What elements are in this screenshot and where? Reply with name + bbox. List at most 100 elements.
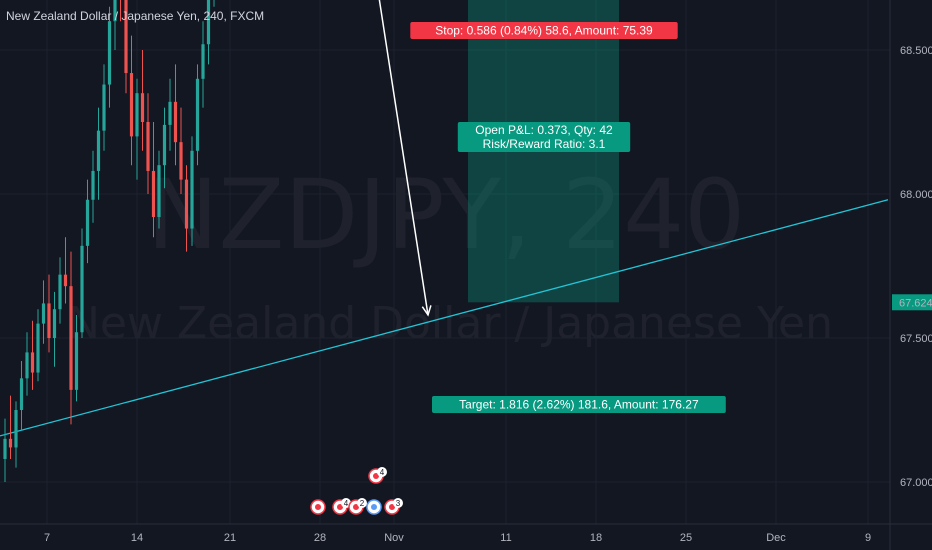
candle [135, 78, 139, 180]
candle [69, 251, 73, 425]
candle-body [173, 101, 178, 143]
candles [3, 0, 215, 482]
stop-label-bg [410, 22, 678, 39]
candle [52, 291, 57, 367]
candle-body [190, 150, 194, 229]
event-marker[interactable]: 4 [368, 467, 387, 484]
candle-body [124, 0, 128, 74]
event-badge [377, 467, 387, 477]
candle [201, 21, 205, 108]
event-dot [389, 504, 395, 510]
candle [63, 237, 68, 304]
event-dot [337, 504, 343, 510]
x-tick-label: 28 [314, 532, 326, 544]
x-tick-label: 18 [590, 532, 602, 544]
candle [168, 78, 172, 151]
candle-body [30, 352, 35, 373]
watermark: NZDJPY, 240 New Zealand Dollar / Japanes… [67, 159, 833, 349]
watermark-symbol: NZDJPY, 240 [147, 159, 746, 271]
candle-body [47, 303, 51, 338]
x-tick-label: 14 [131, 532, 143, 544]
event-marker[interactable]: 3 [384, 498, 403, 515]
candle-body [96, 130, 101, 171]
candle [102, 64, 106, 151]
candle-body [69, 286, 73, 390]
candle-body [63, 274, 68, 287]
candle [173, 64, 178, 166]
candle-body [58, 274, 62, 310]
y-tick-label: 68.500 [900, 45, 932, 57]
target-label-text: Target: 1.816 (2.62%) 181.6, Amount: 176… [459, 398, 699, 412]
candle [190, 136, 194, 246]
candle [129, 35, 134, 166]
y-tick-label: 67.500 [900, 333, 932, 345]
candle-body [162, 124, 167, 166]
candle [195, 64, 200, 166]
rr-label: Risk/Reward Ratio: 3.1 [483, 137, 606, 151]
candle [107, 6, 112, 108]
candle [206, 0, 211, 65]
x-tick-label: 7 [44, 532, 50, 544]
candle [162, 107, 167, 189]
pnl-box-bg [457, 122, 631, 152]
candle-body [3, 438, 7, 459]
event-marker[interactable] [366, 499, 382, 515]
candle-body [184, 179, 189, 229]
event-marker[interactable]: 2 [348, 498, 367, 515]
candle [41, 280, 46, 344]
event-badge [357, 498, 367, 508]
pnl-label: Open P&L: 0.373, Qty: 42 [475, 123, 613, 137]
event-count: 4 [380, 468, 385, 477]
watermark-name: New Zealand Dollar / Japanese Yen [67, 298, 833, 349]
stop-label: Stop: 0.586 (0.84%) 58.6, Amount: 75.39 [410, 22, 678, 39]
x-tick-label: 9 [865, 532, 871, 544]
candle [113, 0, 117, 50]
candle-body [157, 165, 161, 218]
candle-body [102, 84, 106, 131]
candle-body [151, 170, 156, 218]
candle [30, 320, 35, 390]
candle-body [74, 332, 79, 390]
candle [124, 0, 128, 94]
candle-body [135, 93, 139, 137]
candle [3, 418, 7, 482]
candle [146, 93, 150, 194]
x-tick-label: 21 [224, 532, 236, 544]
event-count: 2 [360, 499, 365, 508]
event-dot [371, 504, 377, 510]
events: 4 2 3 4 [310, 467, 403, 515]
stop-label-text: Stop: 0.586 (0.84%) 58.6, Amount: 75.39 [435, 24, 653, 38]
candle-body [113, 0, 117, 22]
event-marker[interactable] [310, 499, 326, 515]
candle-body [107, 21, 112, 85]
chart-title: New Zealand Dollar / Japanese Yen, 240, … [6, 9, 264, 23]
candle-body [14, 410, 18, 448]
x-tick-label: Dec [766, 532, 786, 544]
candle-body [52, 309, 57, 338]
event-dot [353, 504, 359, 510]
candle-body [201, 44, 205, 79]
candle [8, 395, 13, 459]
candle-body [146, 122, 150, 171]
candle [36, 309, 40, 382]
candle [151, 122, 156, 238]
candle [91, 150, 95, 223]
candle-body [91, 170, 95, 200]
channel-lower-line [0, 199, 889, 437]
candle-body [80, 245, 84, 333]
x-tick-label: 25 [680, 532, 692, 544]
candle-body [8, 438, 13, 448]
candle-body [195, 78, 200, 151]
price-tag-bg [892, 294, 932, 311]
candle [74, 314, 79, 402]
x-tick-label: 11 [500, 532, 511, 544]
candle [47, 274, 51, 353]
event-dot [373, 473, 379, 479]
event-marker[interactable]: 4 [332, 498, 351, 515]
candle-body [179, 142, 183, 180]
candle-body [19, 378, 24, 410]
